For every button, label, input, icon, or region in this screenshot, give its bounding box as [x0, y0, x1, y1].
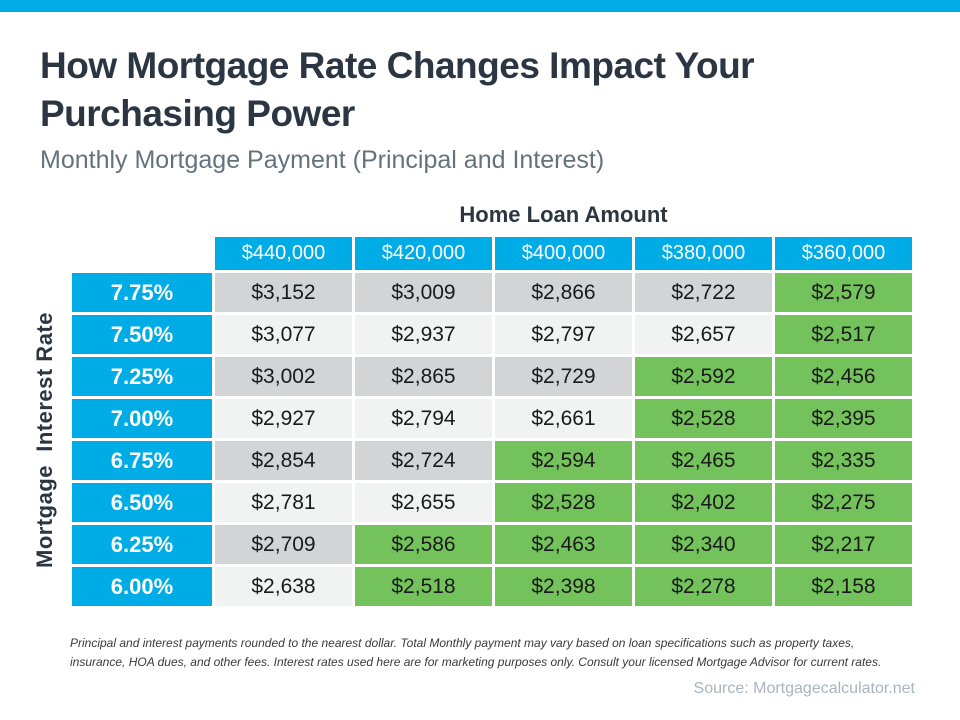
payment-cell: $2,865: [355, 357, 492, 396]
payment-cell: $3,077: [215, 315, 352, 354]
payment-cell: $2,586: [355, 525, 492, 564]
rate-header-6.00: 6.00%: [72, 567, 212, 606]
payment-cell: $2,729: [495, 357, 632, 396]
source-attribution: Source: Mortgagecalculator.net: [693, 680, 915, 697]
payment-cell: $2,278: [635, 567, 772, 606]
payment-cell: $2,937: [355, 315, 492, 354]
payment-cell: $3,152: [215, 273, 352, 312]
rate-header-6.50: 6.50%: [72, 483, 212, 522]
column-header-2: $400,000: [495, 237, 632, 270]
rate-header-7.75: 7.75%: [72, 273, 212, 312]
column-header-1: $420,000: [355, 237, 492, 270]
payment-cell: $2,657: [635, 315, 772, 354]
payment-cell: $2,335: [775, 441, 912, 480]
payment-cell: $3,009: [355, 273, 492, 312]
page-subtitle: Monthly Mortgage Payment (Principal and …: [40, 146, 605, 174]
row-group-title: Mortgage Interest Rate: [32, 312, 57, 568]
payment-cell: $2,579: [775, 273, 912, 312]
rate-header-6.75: 6.75%: [72, 441, 212, 480]
payment-cell: $2,517: [775, 315, 912, 354]
payment-cell: $2,463: [495, 525, 632, 564]
payment-cell: $3,002: [215, 357, 352, 396]
payment-cell: $2,927: [215, 399, 352, 438]
column-header-4: $360,000: [775, 237, 912, 270]
payment-cell: $2,217: [775, 525, 912, 564]
payment-cell: $2,592: [635, 357, 772, 396]
payment-cell: $2,158: [775, 567, 912, 606]
rate-header-6.25: 6.25%: [72, 525, 212, 564]
payment-cell: $2,398: [495, 567, 632, 606]
payment-cell: $2,275: [775, 483, 912, 522]
column-header-0: $440,000: [215, 237, 352, 270]
payment-cell: $2,655: [355, 483, 492, 522]
payment-cell: $2,709: [215, 525, 352, 564]
payment-cell: $2,518: [355, 567, 492, 606]
payment-cell: $2,594: [495, 441, 632, 480]
payment-cell: $2,722: [635, 273, 772, 312]
column-group-title: Home Loan Amount: [459, 202, 668, 227]
payment-cell: $2,854: [215, 441, 352, 480]
payment-cell: $2,528: [635, 399, 772, 438]
payment-cell: $2,781: [215, 483, 352, 522]
payment-cell: $2,340: [635, 525, 772, 564]
rate-header-7.25: 7.25%: [72, 357, 212, 396]
payment-cell: $2,661: [495, 399, 632, 438]
payment-cell: $2,638: [215, 567, 352, 606]
payment-cell: $2,402: [635, 483, 772, 522]
table-corner: [72, 237, 212, 270]
payment-cell: $2,465: [635, 441, 772, 480]
column-header-3: $380,000: [635, 237, 772, 270]
payment-cell: $2,528: [495, 483, 632, 522]
payment-cell: $2,866: [495, 273, 632, 312]
top-accent-bar: [0, 0, 960, 12]
payment-cell: $2,724: [355, 441, 492, 480]
payment-cell: $2,456: [775, 357, 912, 396]
page-title: How Mortgage Rate Changes Impact Your Pu…: [40, 45, 755, 134]
disclaimer-text: Principal and interest payments rounded …: [70, 636, 882, 669]
payment-cell: $2,395: [775, 399, 912, 438]
payment-cell: $2,797: [495, 315, 632, 354]
rate-header-7.50: 7.50%: [72, 315, 212, 354]
payment-table: $440,000 $420,000 $400,000 $380,000 $360,000…: [72, 237, 912, 606]
payment-cell: $2,794: [355, 399, 492, 438]
rate-header-7.00: 7.00%: [72, 399, 212, 438]
